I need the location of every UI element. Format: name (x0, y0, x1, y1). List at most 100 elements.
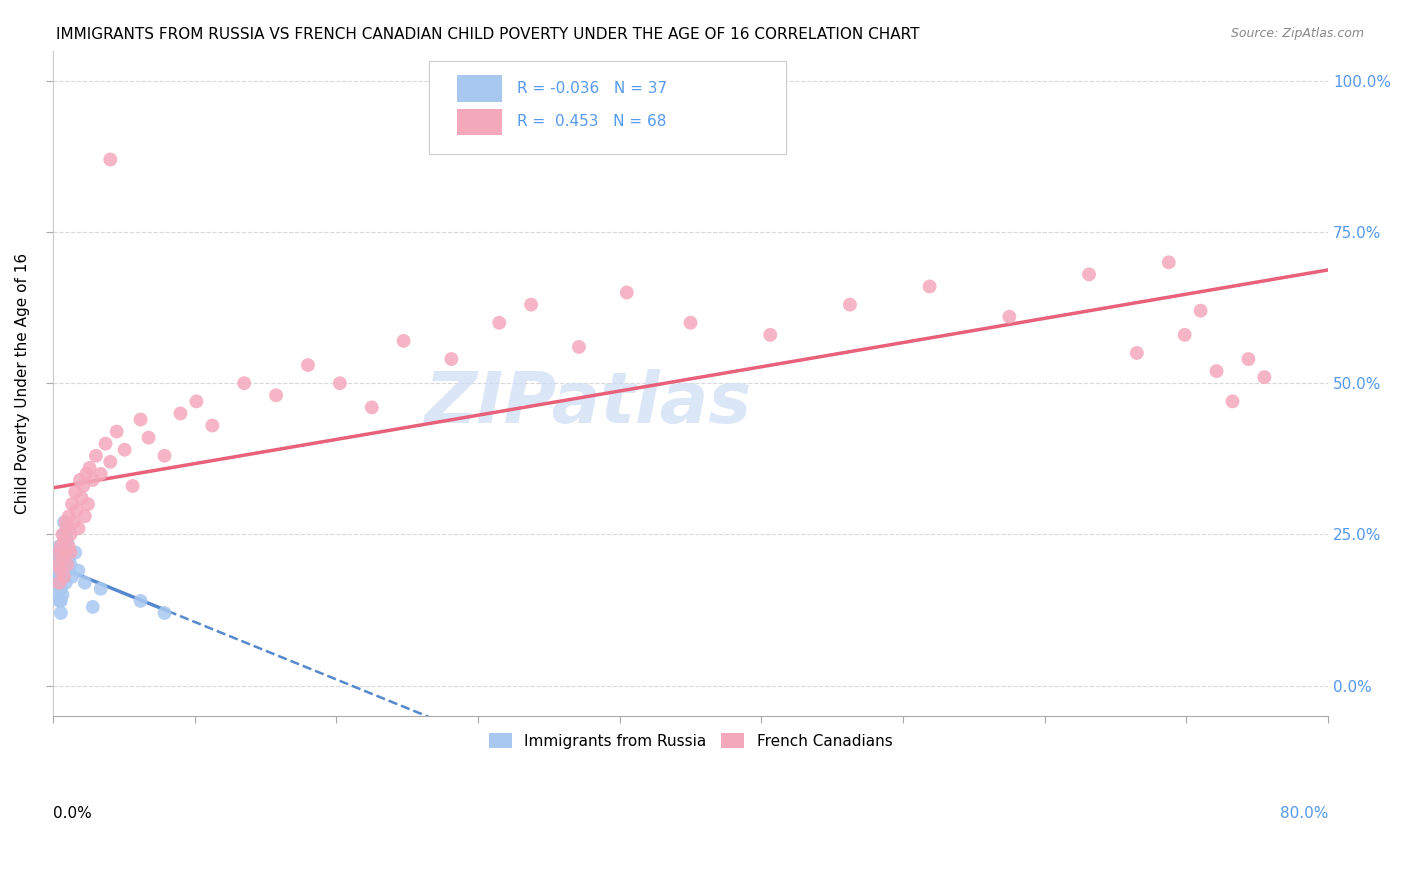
Point (46, 570, 69, 584)
Point (94, 436, 117, 450)
Point (1222, 394, 1244, 409)
Y-axis label: Child Poverty Under the Age of 16: Child Poverty Under the Age of 16 (15, 252, 30, 514)
Point (56, 558, 79, 572)
Point (440, 352, 463, 367)
Point (46, 545, 69, 559)
Point (49, 545, 72, 559)
Text: Source: ZipAtlas.com: Source: ZipAtlas.com (1230, 27, 1364, 40)
Point (51, 570, 73, 584)
Point (55, 516, 77, 530)
Text: R =  0.453   N = 68: R = 0.453 N = 68 (517, 114, 666, 129)
Point (1157, 255, 1180, 269)
Point (65, 485, 87, 500)
Point (58, 509, 80, 524)
Point (679, 316, 702, 330)
FancyBboxPatch shape (429, 61, 786, 153)
Point (51, 588, 73, 602)
Point (264, 388, 287, 402)
Point (82, 599, 104, 614)
Text: ZIPatlas: ZIPatlas (425, 368, 752, 438)
Point (56, 521, 79, 535)
Point (360, 401, 382, 415)
Point (51, 527, 73, 541)
Point (568, 340, 591, 354)
Point (45, 558, 67, 572)
Point (79, 461, 101, 475)
Point (114, 442, 136, 457)
Point (1237, 352, 1260, 367)
Point (53, 533, 76, 548)
Point (138, 431, 160, 445)
Point (48, 594, 70, 608)
Point (55, 575, 77, 590)
Point (233, 376, 256, 391)
Point (1174, 327, 1197, 342)
Point (66, 503, 89, 517)
Point (55, 545, 77, 559)
Point (520, 298, 543, 312)
Text: 80.0%: 80.0% (1279, 805, 1329, 821)
Text: IMMIGRANTS FROM RUSSIA VS FRENCH CANADIAN CHILD POVERTY UNDER THE AGE OF 16 CORR: IMMIGRANTS FROM RUSSIA VS FRENCH CANADIA… (56, 27, 920, 42)
Point (46, 564, 69, 578)
Point (59, 558, 82, 572)
Point (75, 467, 97, 481)
Point (48, 575, 70, 590)
Point (1189, 303, 1212, 318)
Point (129, 594, 152, 608)
Point (153, 449, 176, 463)
Point (51, 551, 73, 566)
Point (1205, 364, 1227, 378)
Point (58, 551, 80, 566)
Point (90, 582, 112, 596)
Point (73, 575, 96, 590)
Point (392, 334, 415, 348)
Point (48, 558, 70, 572)
Point (49, 540, 72, 554)
Point (186, 394, 208, 409)
Point (98, 455, 121, 469)
Point (70, 491, 93, 505)
Point (51, 551, 73, 566)
Point (67, 564, 90, 578)
Point (62, 516, 84, 530)
Point (488, 316, 510, 330)
Point (48, 540, 70, 554)
Point (98, 153, 121, 167)
Point (58, 540, 80, 554)
Point (60, 570, 83, 584)
Point (56, 564, 79, 578)
Point (48, 575, 70, 590)
Point (59, 527, 82, 541)
Point (1253, 370, 1275, 384)
Point (169, 407, 191, 421)
Point (65, 545, 87, 559)
Point (759, 327, 782, 342)
Point (1078, 268, 1101, 282)
Point (918, 279, 941, 293)
Point (49, 594, 72, 608)
Point (201, 418, 224, 433)
Point (49, 606, 72, 620)
Point (58, 521, 80, 535)
Point (616, 285, 638, 300)
Point (49, 582, 72, 596)
Point (51, 540, 73, 554)
Point (121, 479, 143, 493)
Point (53, 527, 76, 541)
Point (1126, 346, 1149, 360)
Point (90, 467, 112, 481)
Point (44, 573, 66, 587)
Point (53, 558, 76, 572)
Point (49, 564, 72, 578)
Point (72, 479, 94, 493)
Point (329, 376, 352, 391)
Point (69, 473, 91, 487)
Point (73, 509, 96, 524)
Point (59, 545, 82, 559)
Point (46, 558, 69, 572)
Point (839, 298, 862, 312)
Point (45, 588, 67, 602)
Legend: Immigrants from Russia, French Canadians: Immigrants from Russia, French Canadians (482, 726, 898, 755)
Point (53, 516, 76, 530)
Point (77, 497, 100, 511)
